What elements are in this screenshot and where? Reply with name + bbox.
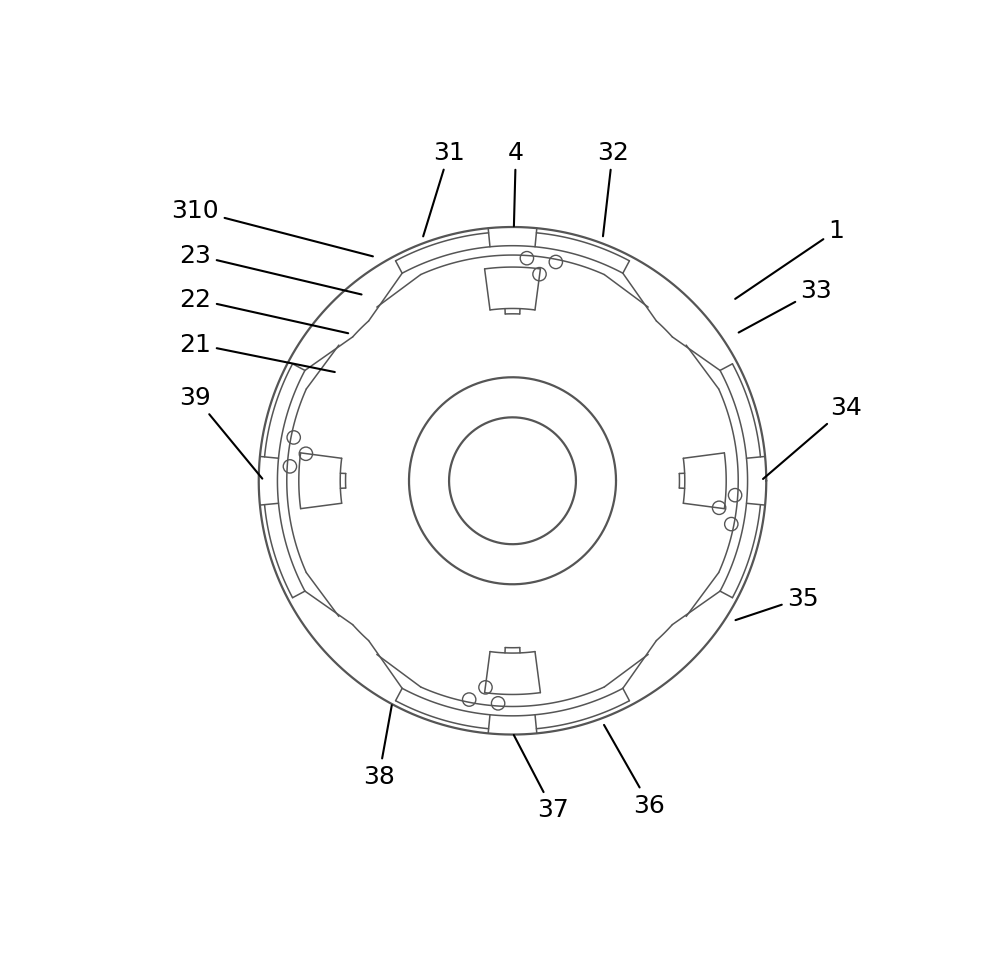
Text: 37: 37 xyxy=(514,735,568,821)
Text: 1: 1 xyxy=(735,219,844,299)
Text: 4: 4 xyxy=(508,141,524,227)
Text: 36: 36 xyxy=(604,725,665,817)
Text: 35: 35 xyxy=(736,586,819,620)
Text: 33: 33 xyxy=(739,279,832,334)
Text: 31: 31 xyxy=(423,141,465,237)
Text: 39: 39 xyxy=(179,386,262,479)
Text: 21: 21 xyxy=(179,333,335,373)
Text: 310: 310 xyxy=(171,199,373,257)
Text: 34: 34 xyxy=(763,395,862,479)
Text: 23: 23 xyxy=(179,244,362,295)
Text: 32: 32 xyxy=(597,141,629,237)
Text: 38: 38 xyxy=(363,705,395,788)
Text: 22: 22 xyxy=(179,288,348,334)
